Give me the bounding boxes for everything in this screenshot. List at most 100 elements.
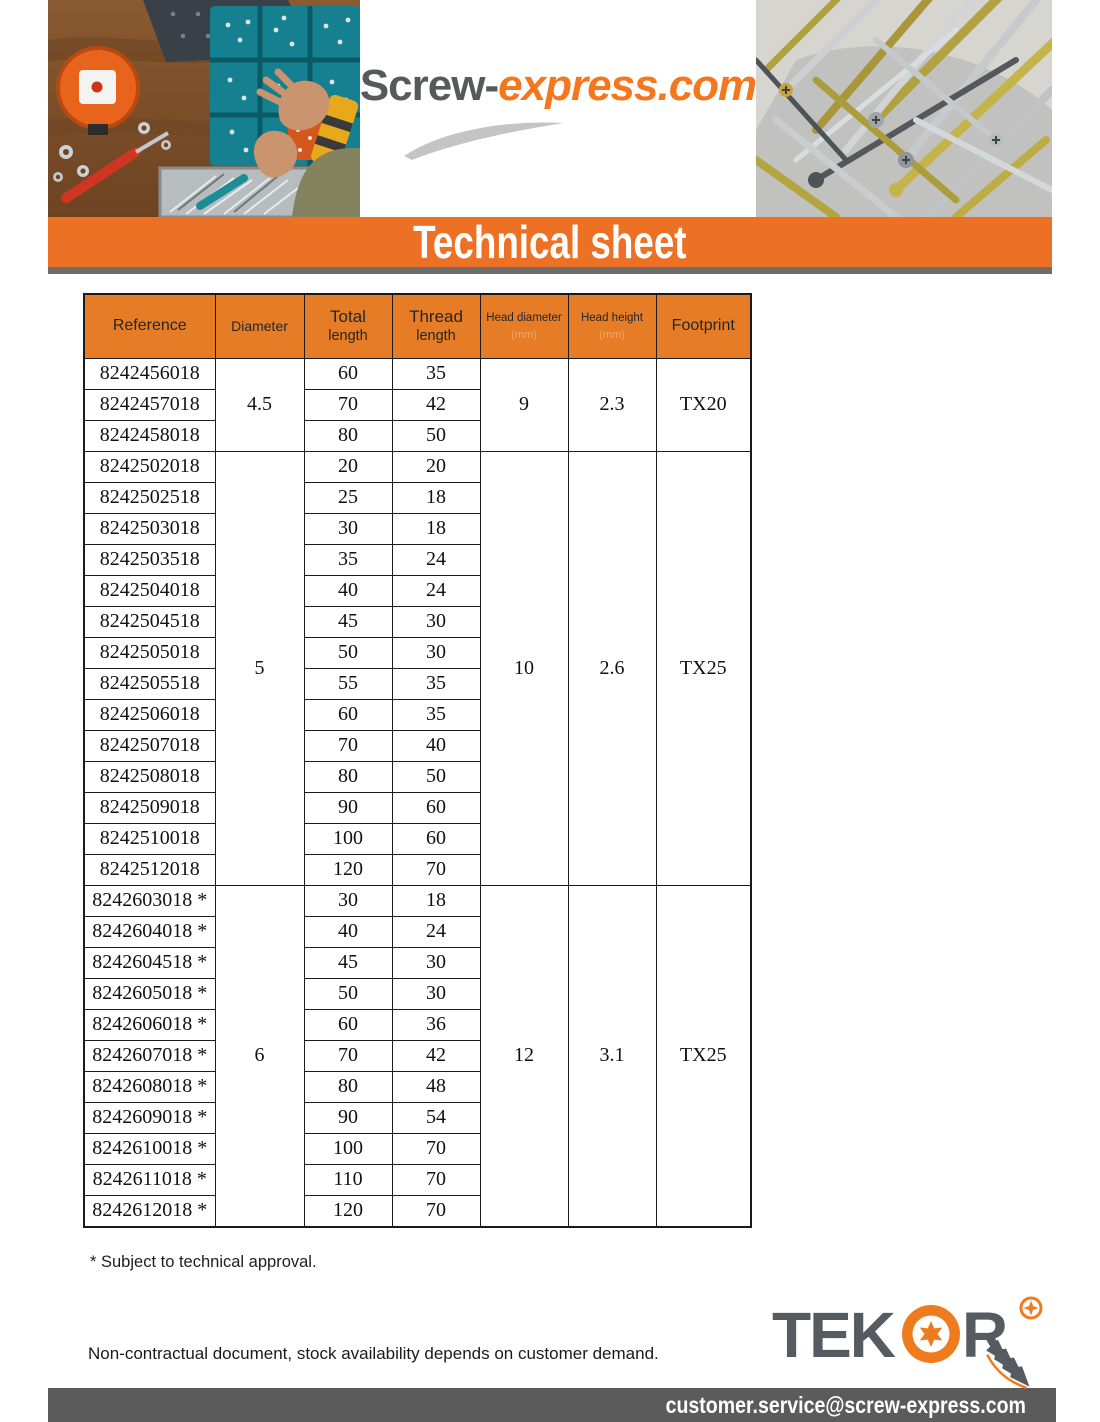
total-length-cell: 110 — [303, 1163, 393, 1196]
reference-cell: 8242506018 — [83, 698, 216, 731]
total-length-cell: 20 — [303, 450, 393, 483]
reference-cell: 8242503518 — [83, 543, 216, 576]
thread-length-cell: 60 — [391, 822, 481, 855]
thread-length-cell: 60 — [391, 791, 481, 824]
reference-cell: 8242504518 — [83, 605, 216, 638]
torx-icon — [902, 1305, 960, 1363]
thread-length-cell: 24 — [391, 915, 481, 948]
col-header-total-line2: length — [328, 327, 368, 344]
reference-cell: 8242507018 — [83, 729, 216, 762]
col-header-thread-length: Thread length — [391, 293, 481, 359]
reference-cell: 8242604518 * — [83, 946, 216, 979]
reference-cell: 8242610018 * — [83, 1132, 216, 1165]
head-height-cell: 2.3 — [567, 357, 657, 452]
head-height-cell: 2.6 — [567, 450, 657, 886]
screws-pile-photo — [756, 0, 1052, 217]
table-row: 8242608018 * 80 48 — [83, 1070, 751, 1103]
table-row: 8242502018 5 20 20 10 2.6 TX25 — [83, 450, 752, 886]
table-row: 8242610018 * 100 70 — [83, 1132, 751, 1165]
reference-cell: 8242457018 — [83, 388, 216, 421]
table-row: 8242609018 * 90 54 — [83, 1101, 751, 1134]
head-diameter-cell: 9 — [479, 357, 569, 452]
table-row: 8242507018 70 40 — [83, 729, 751, 762]
thread-length-cell: 70 — [391, 1194, 481, 1227]
total-length-cell: 80 — [303, 760, 393, 793]
thread-length-cell: 30 — [391, 977, 481, 1010]
phillips-badge-icon — [1019, 1296, 1043, 1320]
total-length-cell: 70 — [303, 1039, 393, 1072]
thread-length-cell: 18 — [391, 884, 481, 917]
table-row: 8242603018 * 6 30 18 12 3.1 TX25 — [83, 884, 752, 1227]
page-title: Technical sheet — [413, 216, 687, 268]
reference-cell: 8242603018 * — [83, 884, 216, 917]
table-row: 8242510018 100 60 — [83, 822, 751, 855]
reference-cell: 8242502018 — [83, 450, 216, 483]
thread-length-cell: 40 — [391, 729, 481, 762]
table-row: 8242611018 * 110 70 — [83, 1163, 751, 1196]
disclaimer-note: Non-contractual document, stock availabi… — [88, 1344, 659, 1363]
col-header-head-diameter: Head diameter (mm) — [479, 293, 569, 359]
thread-length-cell: 70 — [391, 1163, 481, 1196]
total-length-cell: 50 — [303, 977, 393, 1010]
spec-table-body: 8242456018 4.5 60 35 9 2.3 TX20 8242457018 70 42 8… — [83, 357, 752, 1227]
table-header-row: Reference Diameter Total length Thread l… — [83, 293, 752, 359]
total-length-cell: 45 — [303, 605, 393, 638]
tekor-text-tek: TEK — [772, 1299, 896, 1371]
spec-table-wrap: Reference Diameter Total length Thread l… — [83, 293, 752, 1228]
reference-cell: 8242605018 * — [83, 977, 216, 1010]
reference-cell: 8242608018 * — [83, 1070, 216, 1103]
total-length-cell: 60 — [303, 1008, 393, 1041]
thread-length-cell: 42 — [391, 1039, 481, 1072]
table-row: 8242605018 * 50 30 — [83, 977, 751, 1010]
thread-length-cell: 18 — [391, 512, 481, 545]
brand-name: Screw-express.com — [360, 60, 757, 110]
brand-logo: Screw-express.com — [360, 0, 757, 217]
footprint-cell: TX25 — [655, 884, 752, 1227]
col-header-head-diameter-label: Head diameter — [486, 311, 562, 324]
total-length-cell: 40 — [303, 574, 393, 607]
thread-length-cell: 24 — [391, 574, 481, 607]
reference-cell: 8242509018 — [83, 791, 216, 824]
thread-length-cell: 30 — [391, 636, 481, 669]
reference-cell: 8242505518 — [83, 667, 216, 700]
total-length-cell: 30 — [303, 512, 393, 545]
col-header-diameter: Diameter — [214, 293, 305, 359]
thread-length-cell: 35 — [391, 698, 481, 731]
total-length-cell: 45 — [303, 946, 393, 979]
thread-length-cell: 35 — [391, 357, 481, 390]
thread-length-cell: 70 — [391, 853, 481, 886]
thread-length-cell: 20 — [391, 450, 481, 483]
banner-underline-divider — [48, 267, 1052, 274]
thread-length-cell: 18 — [391, 481, 481, 514]
table-row: 8242502518 25 18 — [83, 481, 751, 514]
tekor-logo: TEK R — [772, 1296, 1043, 1390]
col-header-total-line1: Total — [330, 307, 366, 327]
reference-cell: 8242510018 — [83, 822, 216, 855]
total-length-cell: 80 — [303, 419, 393, 452]
reference-cell: 8242609018 * — [83, 1101, 216, 1134]
table-row: 8242509018 90 60 — [83, 791, 751, 824]
reference-cell: 8242504018 — [83, 574, 216, 607]
table-row: 8242508018 80 50 — [83, 760, 751, 793]
table-row: 8242458018 80 50 — [83, 419, 751, 452]
footprint-cell: TX25 — [655, 450, 752, 886]
total-length-cell: 25 — [303, 481, 393, 514]
reference-cell: 8242503018 — [83, 512, 216, 545]
approval-footnote: * Subject to technical approval. — [90, 1253, 317, 1271]
table-row: 8242503018 30 18 — [83, 512, 751, 545]
total-length-cell: 35 — [303, 543, 393, 576]
total-length-cell: 60 — [303, 698, 393, 731]
contact-email: customer.service@screw-express.com — [665, 1391, 1026, 1418]
total-length-cell: 80 — [303, 1070, 393, 1103]
thread-length-cell: 36 — [391, 1008, 481, 1041]
total-length-cell: 40 — [303, 915, 393, 948]
total-length-cell: 100 — [303, 1132, 393, 1165]
swoosh-icon — [404, 122, 564, 160]
head-diameter-cell: 12 — [479, 884, 569, 1227]
reference-cell: 8242611018 * — [83, 1163, 216, 1196]
total-length-cell: 90 — [303, 791, 393, 824]
reference-cell: 8242604018 * — [83, 915, 216, 948]
brand-name-orange: express.com — [498, 60, 757, 110]
reference-cell: 8242512018 — [83, 853, 216, 886]
table-row: 8242503518 35 24 — [83, 543, 751, 576]
